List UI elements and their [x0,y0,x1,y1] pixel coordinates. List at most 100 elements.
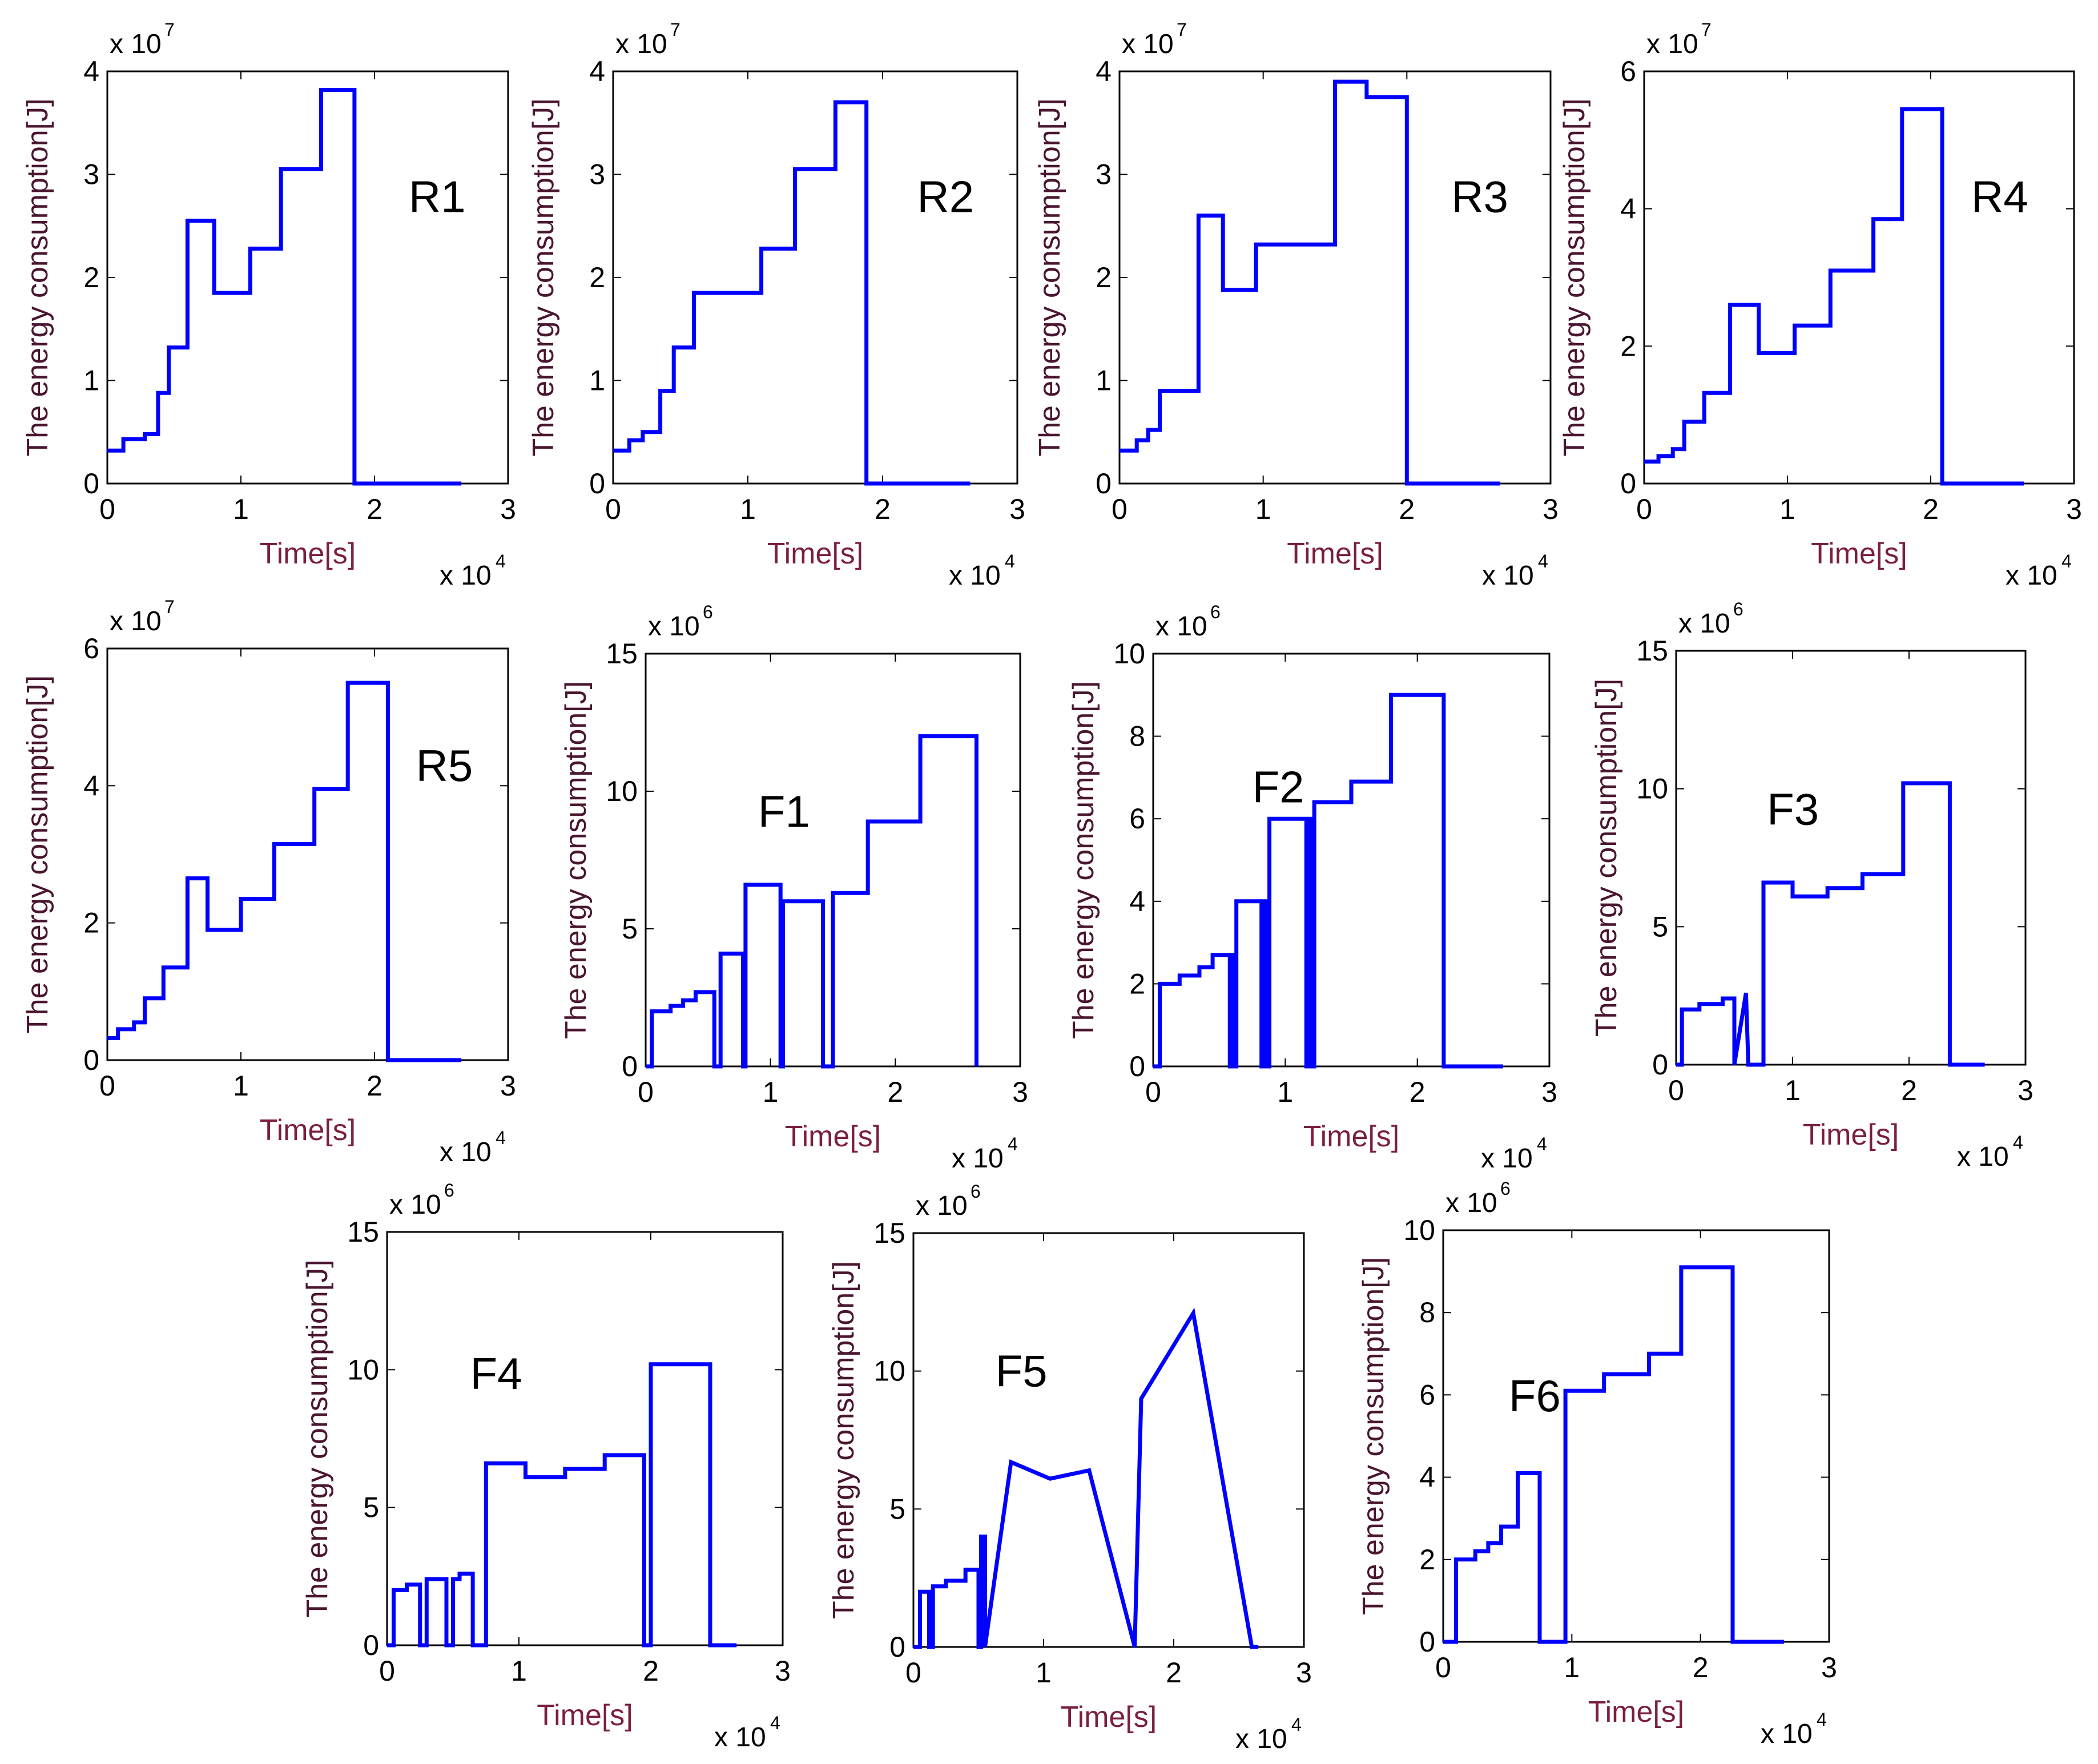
y-axis-label: The energy consumption[J] [1558,98,1591,456]
y-multiplier-label: x 10 [1646,29,1698,59]
y-tick-label: 4 [1096,55,1112,87]
x-multiplier-label: x 10 [1482,561,1534,591]
x-tick-label: 1 [1785,1074,1801,1106]
y-tick-label: 4 [1620,193,1636,225]
y-multiplier-label: x 10 [1155,611,1207,642]
y-exponent-label: 6 [703,602,713,622]
x-axis-label: Time[s] [537,1699,633,1732]
y-axis-label: The energy consumption[J] [1067,681,1100,1039]
panel-label: F4 [470,1348,522,1399]
y-multiplier-label: x 10 [1678,609,1730,639]
y-tick-label: 10 [606,775,638,807]
x-tick-label: 3 [500,493,516,525]
x-tick-label: 3 [2018,1074,2033,1106]
x-tick-label: 0 [99,493,115,525]
x-tick-label: 1 [740,493,756,525]
y-multiplier-label: x 10 [1445,1188,1497,1218]
x-tick-label: 3 [1296,1657,1312,1689]
y-tick-label: 2 [1096,261,1112,293]
series-line-f6 [1443,1265,1785,1644]
y-tick-label: 8 [1419,1296,1435,1328]
y-tick-label: 2 [83,261,99,293]
x-exponent-label: 4 [496,551,506,571]
plot-frame [1675,650,2027,1066]
x-multiplier-label: x 10 [440,1137,492,1167]
y-tick-label: 0 [589,468,605,500]
plot-frame [106,70,509,485]
x-exponent-label: 4 [1291,1714,1302,1735]
panel-f2: 0 1 2 3 0 2 4 6 8 10 Time[s] The energy consumption… [1067,602,1557,1174]
panel-r5: 0 1 2 3 0 2 4 6 Time[s] The energy consumption[J]… [21,597,516,1167]
y-axis-label: The energy consumption[J] [559,681,593,1039]
x-multiplier-label: x 10 [2006,561,2057,591]
x-axis-label: Time[s] [1811,537,1907,570]
y-tick-label: 3 [589,159,605,191]
x-tick-label: 0 [905,1657,921,1689]
y-tick-label: 15 [347,1216,379,1248]
x-tick-label: 0 [1435,1652,1451,1684]
y-exponent-label: 6 [971,1181,981,1202]
y-tick-label: 2 [589,261,605,293]
x-multiplier-label: x 10 [952,1143,1004,1174]
x-tick-label: 1 [1255,493,1271,525]
y-tick-label: 10 [1403,1214,1435,1246]
x-tick-label: 0 [638,1076,654,1108]
x-tick-label: 1 [763,1076,779,1108]
x-tick-label: 1 [1036,1657,1052,1689]
y-exponent-label: 7 [670,19,680,40]
panel-f6: 0 1 2 3 0 2 4 6 8 10 Time[s] The energy consumption… [1357,1178,1837,1749]
y-axis-label: The energy consumption[J] [1033,98,1066,456]
panel-label: R3 [1451,172,1508,222]
series-line-r3 [1120,79,1500,486]
series-line-f1 [646,734,978,1069]
x-tick-label: 3 [2066,493,2082,525]
y-axis-label: The energy consumption[J] [1357,1257,1390,1615]
x-tick-label: 3 [775,1655,791,1687]
x-tick-label: 0 [1112,493,1127,525]
x-tick-label: 3 [1543,493,1559,525]
x-tick-label: 3 [1541,1076,1557,1108]
y-tick-label: 2 [1620,330,1636,362]
y-exponent-label: 6 [1210,602,1221,622]
x-multiplier-label: x 10 [1761,1719,1813,1749]
panel-label: F6 [1509,1371,1561,1421]
y-axis-label: The energy consumption[J] [1590,679,1623,1037]
plot-frame [912,1232,1305,1648]
y-axis-label: The energy consumption[J] [527,98,560,456]
panel-label: F2 [1253,762,1304,812]
y-multiplier-label: x 10 [110,606,162,637]
plot-frame [1643,70,2075,485]
x-exponent-label: 4 [496,1127,506,1148]
x-multiplier-label: x 10 [714,1722,766,1753]
x-axis-label: Time[s] [1803,1118,1899,1151]
x-tick-label: 2 [1410,1076,1425,1108]
y-tick-label: 10 [1636,773,1668,805]
x-tick-label: 0 [379,1655,395,1687]
x-tick-label: 1 [233,1070,249,1102]
x-tick-label: 0 [99,1070,115,1102]
y-multiplier-label: x 10 [916,1191,968,1221]
x-axis-label: Time[s] [767,537,864,570]
y-exponent-label: 6 [1500,1178,1511,1199]
plot-frame [386,1231,784,1646]
y-tick-label: 6 [1620,55,1636,87]
x-axis-label: Time[s] [785,1120,881,1153]
y-multiplier-label: x 10 [110,29,162,59]
x-tick-label: 2 [887,1076,903,1108]
x-tick-label: 0 [1668,1074,1684,1106]
y-tick-label: 3 [1096,159,1112,191]
x-axis-label: Time[s] [260,537,356,570]
y-axis-label: The energy consumption[J] [301,1259,334,1617]
y-tick-label: 0 [1129,1050,1145,1082]
x-tick-label: 3 [500,1070,516,1102]
plot-frame [1152,653,1551,1068]
x-tick-label: 1 [1277,1076,1293,1108]
x-tick-label: 3 [1012,1076,1028,1108]
y-tick-label: 6 [1129,803,1145,835]
x-tick-label: 1 [1564,1652,1580,1684]
panel-label: R4 [1971,172,2028,222]
x-multiplier-label: x 10 [1235,1724,1287,1754]
y-tick-label: 1 [589,365,605,397]
x-tick-label: 3 [1009,493,1025,525]
